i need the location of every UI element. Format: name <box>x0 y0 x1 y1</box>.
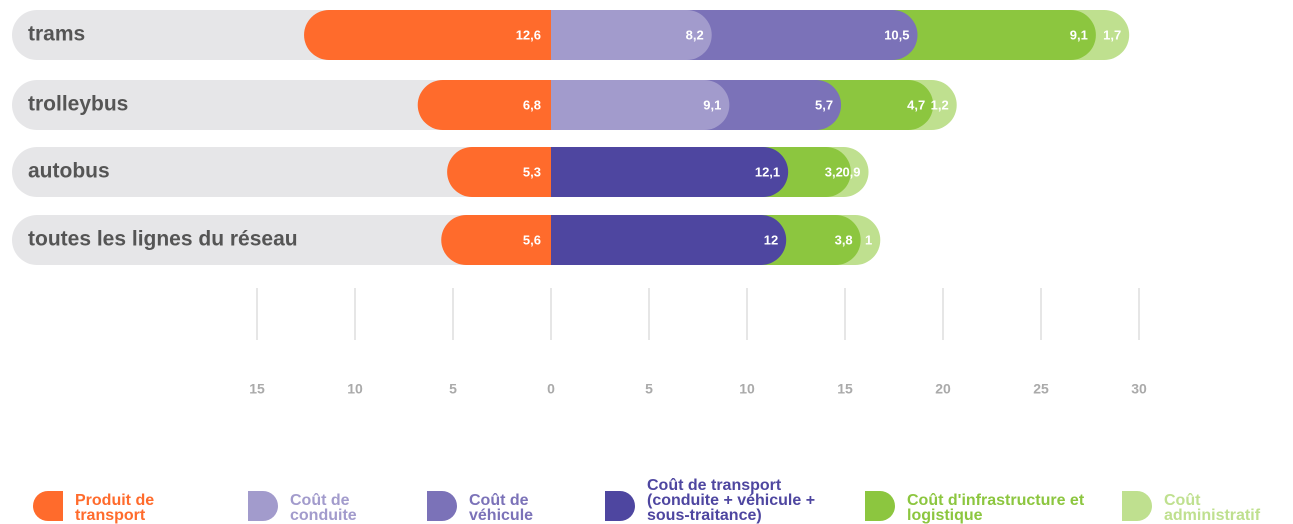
value-label: 6,8 <box>523 97 541 112</box>
row-background <box>12 147 576 197</box>
legend-item: Produit de transport <box>33 491 173 524</box>
legend-item: Coût de véhicule <box>427 491 577 524</box>
value-label: 9,1 <box>703 97 721 112</box>
legend-label: Coût de conduite <box>290 492 357 524</box>
value-label: 5,6 <box>523 232 541 247</box>
category-label: trolleybus <box>28 93 128 116</box>
x-tick-label: 0 <box>547 381 555 397</box>
value-label: 1,2 <box>931 97 949 112</box>
legend-label: Produit de transport <box>75 492 155 524</box>
bar-segment <box>526 214 787 265</box>
legend-swatch <box>1122 491 1152 521</box>
legend-label: Coût d'infrastructure et logistique <box>907 492 1085 524</box>
bar-segment <box>526 80 730 130</box>
legend: Produit de transport Coût de conduite Coût… <box>0 455 1293 524</box>
legend-label: Coût de véhicule <box>469 492 534 524</box>
category-label: autobus <box>28 160 110 183</box>
bar-segment <box>704 80 842 130</box>
bar-segment <box>447 147 551 197</box>
value-label: 1 <box>865 232 872 247</box>
value-label: 5,3 <box>523 164 541 179</box>
value-label: 12,1 <box>755 164 780 179</box>
x-tick-label: 10 <box>347 381 363 397</box>
legend-label: Coût de transport (conduite + véhicule +… <box>647 477 816 524</box>
bar-segment <box>304 10 551 60</box>
value-label: 9,1 <box>1070 27 1088 42</box>
x-tick-label: 30 <box>1131 381 1147 397</box>
legend-item: Coût administratif <box>1122 491 1282 524</box>
category-label: trams <box>28 23 85 46</box>
legend-label: Coût administratif <box>1164 492 1261 524</box>
chart: 15 10 5 0 5 10 15 20 25 30 trams 12,6 8,2 10,5 9,1 1,7 t… <box>12 10 1147 397</box>
legend-swatch <box>427 491 457 521</box>
value-label: 3,8 <box>835 232 853 247</box>
value-label: 12 <box>764 232 778 247</box>
value-label: 5,7 <box>815 97 833 112</box>
bar-segment <box>417 80 551 130</box>
bar-segment <box>892 10 1096 60</box>
legend-swatch <box>605 491 635 521</box>
value-label: 10,5 <box>884 27 909 42</box>
legend-item: Coût d'infrastructure et logistique <box>865 491 1095 524</box>
x-tick-label: 5 <box>449 381 457 397</box>
category-label: toutes les lignes du réseau <box>28 228 298 251</box>
bar-segment <box>816 80 934 130</box>
x-tick-label: 5 <box>645 381 653 397</box>
legend-item: Coût de transport (conduite + véhicule +… <box>605 477 835 524</box>
legend-swatch <box>248 491 278 521</box>
x-tick-label: 20 <box>935 381 951 397</box>
value-label: 1,7 <box>1103 27 1121 42</box>
bar-segment <box>761 214 861 265</box>
value-label: 12,6 <box>516 27 541 42</box>
bar-segment <box>763 147 851 197</box>
bar-segment <box>526 147 789 197</box>
x-tick-label: 15 <box>837 381 853 397</box>
x-tick-label: 10 <box>739 381 755 397</box>
bar-segment <box>441 215 551 265</box>
value-label: 8,2 <box>686 27 704 42</box>
value-label: 0,9 <box>842 164 860 179</box>
legend-swatch <box>33 491 63 521</box>
value-label: 3,2 <box>825 164 843 179</box>
bar-segment <box>526 10 712 60</box>
row-background <box>12 215 576 265</box>
legend-item: Coût de conduite <box>248 491 398 524</box>
x-tick-label: 15 <box>249 381 265 397</box>
x-tick-label: 25 <box>1033 381 1049 397</box>
value-label: 4,7 <box>907 97 925 112</box>
bar-segment <box>686 10 918 60</box>
legend-swatch <box>865 491 895 521</box>
